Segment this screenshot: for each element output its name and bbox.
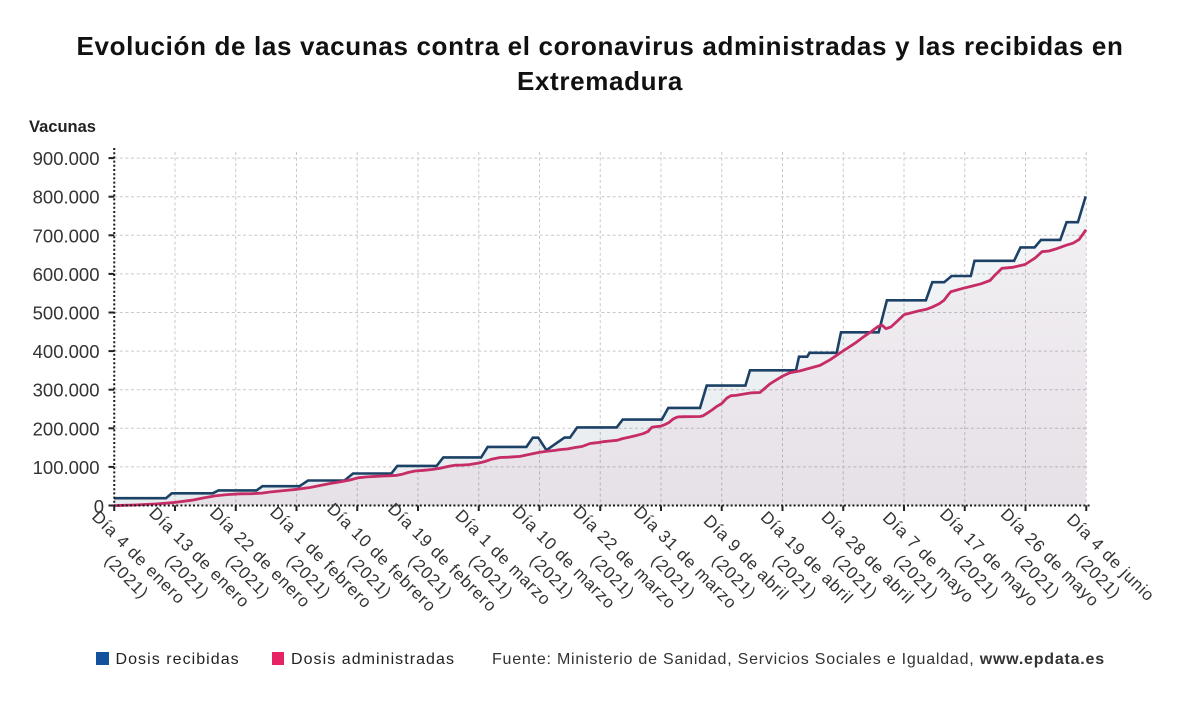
- svg-text:300.000: 300.000: [33, 380, 100, 401]
- svg-text:500.000: 500.000: [33, 303, 100, 324]
- svg-text:400.000: 400.000: [33, 341, 100, 362]
- svg-text:700.000: 700.000: [33, 225, 100, 246]
- svg-text:800.000: 800.000: [33, 187, 100, 208]
- svg-text:600.000: 600.000: [33, 264, 100, 285]
- svg-text:200.000: 200.000: [33, 418, 100, 439]
- svg-text:0: 0: [94, 496, 104, 517]
- svg-text:100.000: 100.000: [33, 457, 100, 478]
- svg-text:900.000: 900.000: [33, 148, 100, 169]
